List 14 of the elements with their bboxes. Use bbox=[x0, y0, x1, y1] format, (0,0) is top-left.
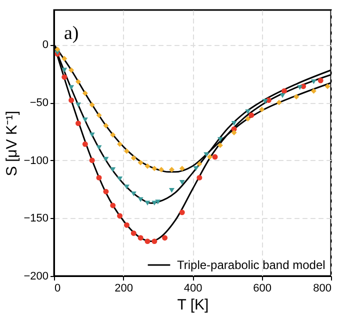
annotation: a) bbox=[64, 23, 79, 44]
x-tick-label: 200 bbox=[114, 282, 133, 294]
legend-label: Triple-parabolic band model bbox=[177, 258, 326, 272]
y-axis-title: S [μV K⁻¹] bbox=[4, 110, 21, 176]
y-tick-label: 0 bbox=[42, 39, 48, 52]
x-axis-title: T [K] bbox=[177, 296, 209, 314]
x-tick-label: 0 bbox=[54, 282, 61, 294]
x-tick-label: 600 bbox=[253, 282, 272, 294]
y-tick-label: −150 bbox=[24, 212, 48, 225]
y-tick-label: −50 bbox=[30, 97, 48, 110]
y-tick-label: −200 bbox=[24, 270, 48, 282]
y-tick-label: −100 bbox=[24, 154, 48, 167]
x-tick-label: 400 bbox=[184, 282, 202, 294]
x-tick-label: 800 bbox=[313, 282, 332, 294]
